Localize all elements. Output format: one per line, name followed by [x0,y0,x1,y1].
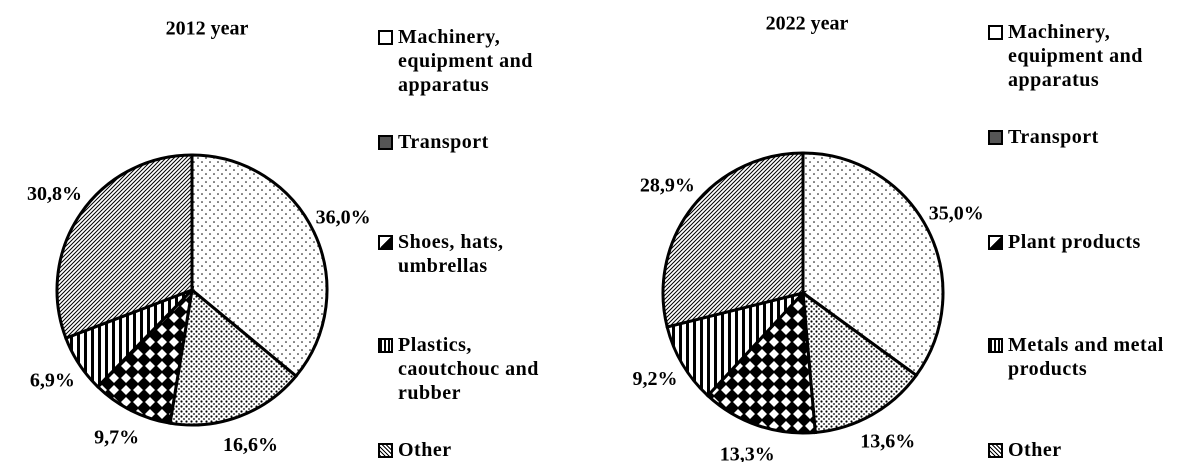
legend-label: Other [1008,439,1062,461]
legend-label: Plastics, caoutchouc and rubber [398,334,539,404]
pie-slice [705,289,817,435]
data-label: 28,9% [640,175,695,197]
pie-slice [168,287,299,427]
legend-entry: Other [378,438,568,462]
data-label: 16,6% [223,434,278,456]
legend-entry: Plant products [988,230,1178,254]
legend-swatch [378,30,393,45]
pie-slice [95,285,195,425]
legend-swatch [988,338,1003,353]
legend-label: Machinery, equipment and apparatus [398,26,533,96]
legend-swatch [378,235,393,250]
legend-entry: Other [988,438,1178,462]
legend-entry: Transport [378,130,568,154]
chart-title: 2012 year [166,18,249,40]
pie-slice [190,153,329,379]
legend-label: Shoes, hats, umbrellas [398,231,504,277]
chart-title: 2022 year [766,13,849,35]
legend-entry: Transport [988,125,1178,149]
legend-entry: Machinery, equipment and apparatus [988,20,1178,92]
legend-swatch [988,25,1003,40]
legend-label: Other [398,439,452,461]
legend-entry: Plastics, caoutchouc and rubber [378,333,568,405]
data-label: 6,9% [30,369,75,391]
legend-swatch [988,130,1003,145]
legend-swatch [988,443,1003,458]
legend-swatch [988,235,1003,250]
legend-label: Metals and metal products [1008,334,1164,380]
data-label: 35,0% [929,203,984,225]
legend-entry: Shoes, hats, umbrellas [378,230,568,278]
pie-slice [801,151,945,378]
data-label: 9,7% [94,427,139,449]
legend-label: Machinery, equipment and apparatus [1008,21,1143,91]
legend-swatch [378,338,393,353]
data-label: 13,3% [720,443,775,462]
legend-label: Transport [1008,126,1099,148]
pie-slice [55,153,194,341]
legend-label: Transport [398,131,489,153]
pie-slice [661,151,805,329]
data-label: 9,2% [632,368,677,390]
pie-slice [801,289,919,435]
legend-entry: Machinery, equipment and apparatus [378,25,568,97]
legend-swatch [378,443,393,458]
legend-entry: Metals and metal products [988,333,1178,381]
legend-label: Plant products [1008,231,1141,253]
legend-swatch [378,135,393,150]
data-label: 13,6% [860,430,915,452]
data-label: 36,0% [316,206,371,228]
data-label: 30,8% [27,183,82,205]
